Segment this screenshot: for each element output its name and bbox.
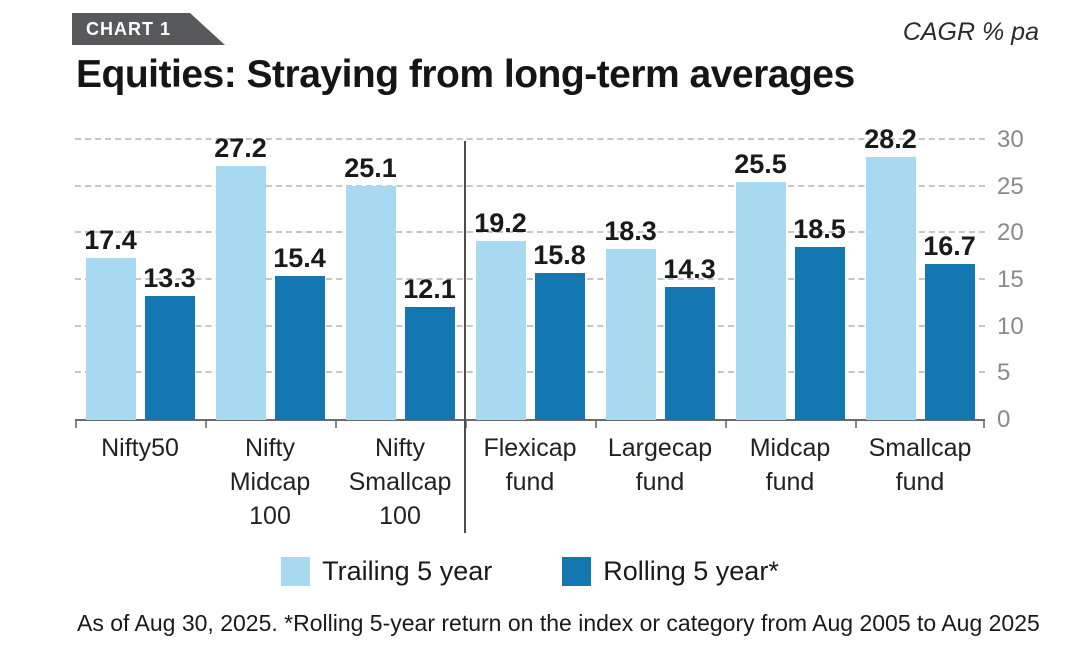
y-axis-tick-label-5: 5 <box>997 359 1011 387</box>
bar-trailing-5yr-5: 18.3 <box>604 216 657 420</box>
x-axis-category-label-5: Largecap fund <box>607 434 713 496</box>
plot-area: 17.4 13.3 27.2 15.4 25.1 12.1 19.2 15.8 18.3 14.3… <box>75 124 985 428</box>
bar-value-label: 19.2 <box>474 207 527 238</box>
bar-group-3: 25.1 12.1 <box>335 140 465 420</box>
bar-value-label: 15.4 <box>273 243 326 274</box>
axis-tick <box>335 421 337 428</box>
axis-tick <box>75 421 77 428</box>
chart-number-badge: CHART 1 <box>72 13 225 45</box>
chart-title: Equities: Straying from long-term averag… <box>76 53 855 96</box>
bar-value-label: 25.1 <box>344 152 397 183</box>
x-axis: Nifty50 Nifty Midcap 100 Nifty Smallcap 10… <box>75 432 985 533</box>
unit-label: CAGR % pa <box>902 18 1039 46</box>
y-axis-tick-label-20: 20 <box>997 219 1024 247</box>
legend-swatch <box>281 557 311 586</box>
gridline-15 <box>75 278 985 280</box>
y-axis: 0 5 10 15 20 25 30 <box>997 0 1047 655</box>
bar-trailing-5yr-3: 25.1 <box>344 153 397 420</box>
x-axis-category-label-7: Smallcap fund <box>868 434 972 496</box>
bar-trailing-5yr-2: 27.2 <box>214 133 267 420</box>
y-axis-tick-label-15: 15 <box>997 266 1024 293</box>
y-axis-tick-label-25: 25 <box>997 172 1024 200</box>
legend-item-2: Rolling 5 year* <box>562 556 779 587</box>
legend-label: Rolling 5 year* <box>603 556 779 586</box>
y-axis-tick-label-30: 30 <box>997 126 1024 153</box>
index-fund-divider-line <box>464 141 466 533</box>
bar-rolling-5yr-4: 15.8 <box>533 240 586 420</box>
bar-value-label: 16.7 <box>923 231 976 262</box>
bar-value-label: 28.2 <box>864 123 917 154</box>
legend-label: Trailing 5 year <box>322 556 493 586</box>
bar-trailing-5yr-4: 19.2 <box>474 208 527 420</box>
bar-group-5: 18.3 14.3 <box>595 140 725 420</box>
bar-group-1: 17.4 13.3 <box>75 140 205 420</box>
legend: Trailing 5 year Rolling 5 year* <box>75 556 985 587</box>
axis-tick <box>205 421 207 428</box>
x-axis-category-label-3: Nifty Smallcap 100 <box>348 434 452 530</box>
bar-rolling-5yr-1: 13.3 <box>143 263 196 420</box>
bar-trailing-5yr-7: 28.2 <box>864 124 917 420</box>
y-axis-tick-label-10: 10 <box>997 312 1024 340</box>
gridline-20 <box>75 231 985 234</box>
bar-value-label: 25.5 <box>734 149 787 179</box>
x-axis-category-label-4: Flexicap fund <box>483 434 577 496</box>
legend-item-1: Trailing 5 year <box>281 556 492 587</box>
bar-rolling-5yr-2: 15.4 <box>273 243 326 420</box>
bar-rolling-5yr-7: 16.7 <box>923 231 976 420</box>
footnote: As of Aug 30, 2025. *Rolling 5-year retu… <box>77 610 1040 636</box>
bar-group-6: 25.5 18.5 <box>725 140 855 420</box>
axis-tick <box>855 421 857 428</box>
axis-tick <box>725 421 727 428</box>
bar-value-label: 18.3 <box>604 216 657 247</box>
bar-value-label: 14.3 <box>663 253 716 284</box>
gridline-25 <box>75 184 985 187</box>
bar-value-label: 13.3 <box>143 262 196 293</box>
bar-value-label: 27.2 <box>214 133 267 164</box>
bar-value-label: 17.4 <box>84 224 137 255</box>
bar-group-4: 19.2 15.8 <box>465 140 595 420</box>
x-axis-line <box>75 419 985 421</box>
bar-groups: 17.4 13.3 27.2 15.4 25.1 12.1 19.2 15.8 18.3 14.3… <box>75 124 985 420</box>
bar-trailing-5yr-6: 25.5 <box>734 149 787 420</box>
bar-value-label: 18.5 <box>793 214 846 245</box>
bar-value-label: 12.1 <box>403 274 456 305</box>
chart-number-badge-label: CHART 1 <box>86 18 172 39</box>
axis-tick <box>465 421 467 428</box>
gridline-5 <box>75 371 985 374</box>
legend-swatch <box>562 557 592 586</box>
gridline-30 <box>75 138 985 140</box>
bar-value-label: 15.8 <box>533 239 586 270</box>
bar-trailing-5yr-1: 17.4 <box>84 225 137 420</box>
axis-tick <box>983 421 985 428</box>
bar-rolling-5yr-3: 12.1 <box>403 274 456 420</box>
x-axis-category-label-1: Nifty50 <box>101 434 179 462</box>
bar-rolling-5yr-5: 14.3 <box>663 254 716 420</box>
gridline-10 <box>75 324 985 327</box>
y-axis-tick-label-0: 0 <box>997 406 1011 433</box>
x-axis-category-label-6: Midcap fund <box>749 434 831 496</box>
bar-group-7: 28.2 16.7 <box>855 124 985 420</box>
axis-tick <box>595 421 597 428</box>
x-axis-category-label-2: Nifty Midcap 100 <box>229 434 311 530</box>
bar-group-2: 27.2 15.4 <box>205 133 335 420</box>
bar-rolling-5yr-6: 18.5 <box>793 214 846 420</box>
